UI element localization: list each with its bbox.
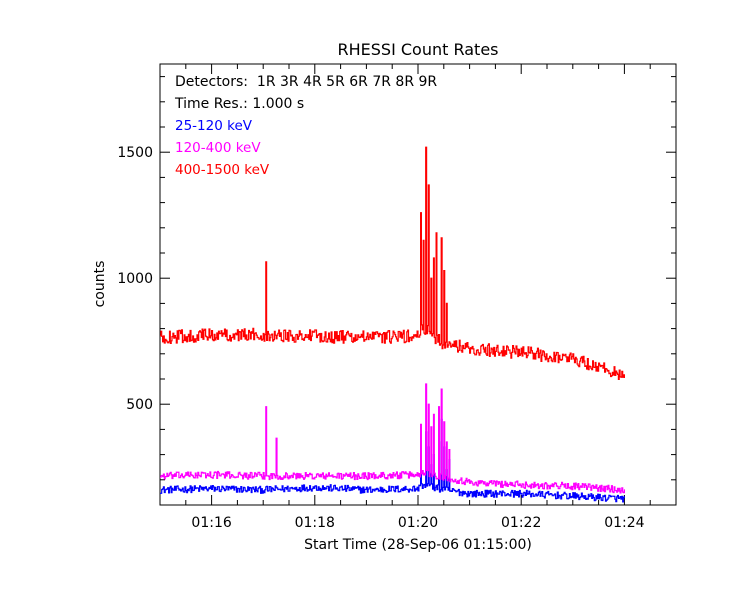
y-axis-label: counts <box>92 261 108 308</box>
series-layer <box>160 146 625 503</box>
time-resolution-annotation: Time Res.: 1.000 s <box>174 96 304 112</box>
axis-ticks: 01:16 01:18 01:20 01:22 01:24 500 1000 1500 <box>117 64 676 531</box>
y-tick-label: 500 <box>126 397 153 413</box>
legend: 25-120 keV 120-400 keV 400-1500 keV <box>175 118 270 178</box>
x-axis-label: Start Time (28-Sep-06 01:15:00) <box>304 537 532 553</box>
series-line-400-1500-kev <box>160 146 625 380</box>
series-line-25-120-kev <box>160 418 625 503</box>
x-tick-label: 01:16 <box>191 515 231 531</box>
y-tick-label: 1000 <box>117 271 153 287</box>
legend-entry-120-400: 120-400 keV <box>175 140 261 156</box>
y-tick-label: 1500 <box>117 145 153 161</box>
x-tick-label: 01:22 <box>501 515 541 531</box>
chart-title: RHESSI Count Rates <box>338 40 499 59</box>
annotations: Detectors: 1R 3R 4R 5R 6R 7R 8R 9R Time … <box>174 74 437 112</box>
legend-entry-400-1500: 400-1500 keV <box>175 162 270 178</box>
legend-entry-25-120: 25-120 keV <box>175 118 253 134</box>
x-tick-label: 01:20 <box>398 515 438 531</box>
x-tick-label: 01:24 <box>604 515 644 531</box>
series-line-120-400-kev <box>160 383 625 494</box>
x-tick-label: 01:18 <box>295 515 335 531</box>
detectors-annotation: Detectors: 1R 3R 4R 5R 6R 7R 8R 9R <box>175 74 437 90</box>
